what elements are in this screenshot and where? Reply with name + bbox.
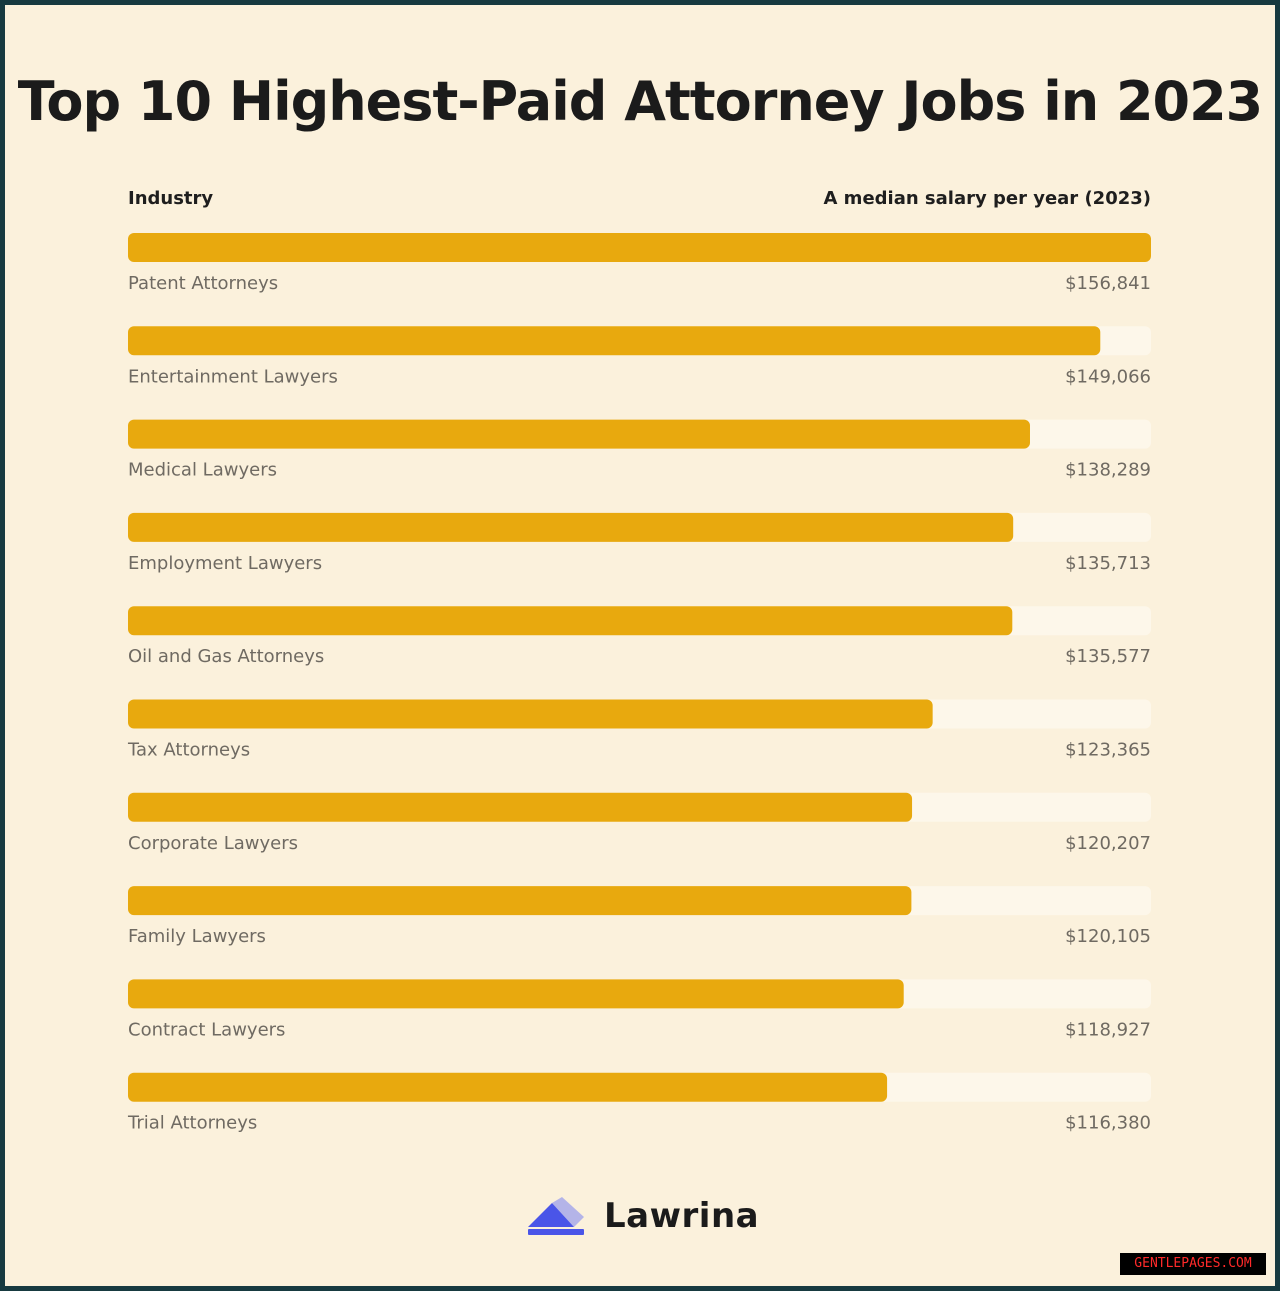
bar (128, 699, 933, 729)
bar-category-label: Family Lawyers (128, 926, 266, 947)
chart-title: Top 10 Highest-Paid Attorney Jobs in 202… (17, 70, 1264, 133)
bar (128, 512, 1014, 542)
bar-value-label: $116,380 (1065, 1113, 1151, 1134)
bar-value-label: $135,713 (1065, 553, 1151, 574)
lawrina-logo-text: Lawrina (604, 1196, 760, 1236)
bar (128, 419, 1030, 449)
bar-value-label: $135,577 (1065, 646, 1151, 667)
bar-category-label: Tax Attorneys (127, 740, 250, 761)
bar-value-label: $118,927 (1065, 1019, 1151, 1040)
bar-category-label: Trial Attorneys (127, 1113, 257, 1134)
bar-value-label: $156,841 (1065, 273, 1151, 294)
watermark: GENTLEPAGES.COM (1120, 1253, 1266, 1275)
lawrina-logo-icon (528, 1197, 584, 1235)
bar (128, 326, 1101, 356)
bar-value-label: $138,289 (1065, 460, 1151, 481)
infographic-card (5, 5, 1275, 1286)
bar-value-label: $120,105 (1065, 926, 1151, 947)
bar (128, 1072, 888, 1102)
bar (128, 886, 912, 916)
bar (128, 792, 913, 822)
bar-category-label: Corporate Lawyers (128, 833, 298, 854)
lawrina-logo: Lawrina (526, 1192, 759, 1240)
bar-category-label: Employment Lawyers (128, 553, 322, 574)
bar-category-label: Medical Lawyers (128, 460, 277, 481)
bar (128, 979, 904, 1009)
bar-value-label: $120,207 (1065, 833, 1151, 854)
salary-column-header: A median salary per year (2023) (823, 188, 1151, 209)
bar (128, 233, 1151, 262)
bar-category-label: Contract Lawyers (128, 1019, 285, 1040)
bar-value-label: $123,365 (1065, 740, 1151, 761)
bar-category-label: Patent Attorneys (128, 273, 278, 294)
bar-category-label: Oil and Gas Attorneys (128, 646, 324, 667)
bar-category-label: Entertainment Lawyers (128, 366, 338, 387)
bar (128, 606, 1013, 636)
industry-column-header: Industry (128, 188, 214, 209)
bar-value-label: $149,066 (1065, 366, 1151, 387)
